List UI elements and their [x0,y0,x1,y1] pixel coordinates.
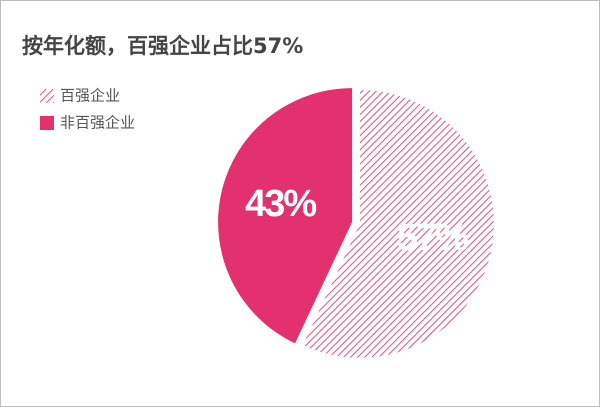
chart-title: 按年化额，百强企业占比57% [22,34,303,58]
data-label: 43% [245,183,316,225]
legend-label: 非百强企业 [60,114,135,132]
pie-slice [218,88,353,344]
data-label: 57% [397,217,468,259]
legend-swatch [40,89,54,103]
legend-swatch [40,116,54,130]
pie-slice [302,89,494,358]
legend-label: 百强企业 [60,87,120,105]
